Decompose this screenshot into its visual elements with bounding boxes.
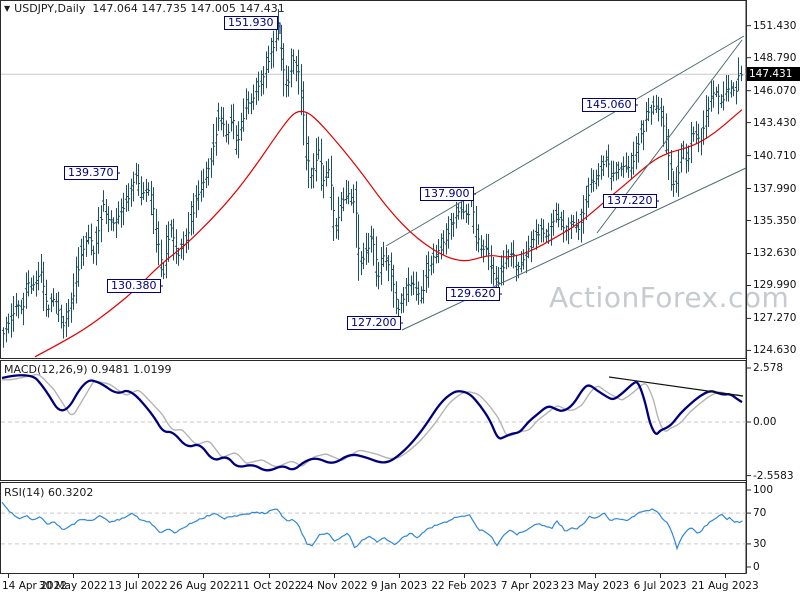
date-label: 9 Jan 2023 (370, 580, 428, 592)
date-label: 6 Jul 2023 (633, 580, 687, 592)
price-bars (1, 9, 744, 348)
rsi-tick-label: 0 (753, 561, 760, 573)
watermark: ActionForex.com (549, 281, 790, 314)
price-tick-label: 148.790 (753, 52, 797, 64)
macd-signal-line (1, 373, 743, 468)
price-tick-label: 124.630 (753, 344, 797, 356)
price-annotation: 137.220 (603, 194, 657, 208)
price-tick-label: 151.430 (753, 20, 797, 32)
price-annotation: 151.930 (224, 16, 278, 30)
rsi-panel-border (0, 482, 747, 574)
macd-tick-label: 0.00 (753, 416, 777, 428)
price-tick-label: 127.270 (753, 312, 797, 324)
date-label: 22 Feb 2023 (431, 580, 497, 592)
price-annotation: 145.060 (582, 98, 636, 112)
price-tick-label: 137.990 (753, 183, 797, 195)
price-tick-label: 140.710 (753, 150, 797, 162)
rsi-line (1, 501, 743, 551)
macd-panel-border (0, 360, 747, 481)
date-label: 26 Aug 2022 (169, 580, 237, 592)
price-tick-label: 146.070 (753, 85, 797, 97)
price-annotation: 139.370 (64, 166, 118, 180)
moving-average-line (34, 109, 743, 358)
macd-trendline (608, 376, 744, 397)
price-annotation: 129.620 (446, 287, 500, 301)
price-annotation: 127.200 (347, 316, 401, 330)
price-tick-label: 129.990 (753, 279, 797, 291)
trendline-3 (401, 167, 747, 331)
date-label: 24 Nov 2022 (300, 580, 368, 592)
trendline-1 (385, 35, 745, 247)
price-annotation: 137.900 (420, 187, 474, 201)
date-label: 30 May 2022 (38, 580, 108, 592)
rsi-indicator-label: RSI(14) 60.3202 (4, 486, 94, 499)
macd-tick-label: -2.5583 (753, 470, 794, 482)
symbol-marker-icon[interactable]: ▼ (4, 4, 11, 13)
date-label: 21 Aug 2023 (691, 580, 759, 592)
date-label: 11 Oct 2022 (236, 580, 302, 592)
price-tick-label: 143.430 (753, 117, 797, 129)
header-ohlc: 147.064 147.735 147.005 147.431 (92, 2, 285, 15)
date-label: 7 Apr 2023 (500, 580, 560, 592)
date-label: 23 May 2023 (560, 580, 630, 592)
rsi-tick-label: 100 (753, 484, 774, 496)
header-symbol: USDJPY,Daily (14, 2, 86, 15)
date-label: 14 Apr 2022 (2, 580, 67, 592)
price-tick-label: 132.630 (753, 247, 797, 259)
chart-header: ▼ USDJPY,Daily 147.064 147.735 147.005 14… (4, 2, 285, 15)
price-annotation: 130.380 (107, 279, 161, 293)
rsi-tick-label: 30 (753, 538, 767, 550)
date-label: 13 Jul 2022 (108, 580, 168, 592)
current-price-tag: 147.431 (747, 67, 800, 81)
macd-line (1, 374, 743, 472)
macd-indicator-label: MACD(12,26,9) 0.9481 1.0199 (4, 363, 172, 376)
price-tick-label: 135.350 (753, 215, 797, 227)
rsi-tick-label: 70 (753, 507, 767, 519)
macd-tick-label: 2.578 (753, 362, 784, 374)
